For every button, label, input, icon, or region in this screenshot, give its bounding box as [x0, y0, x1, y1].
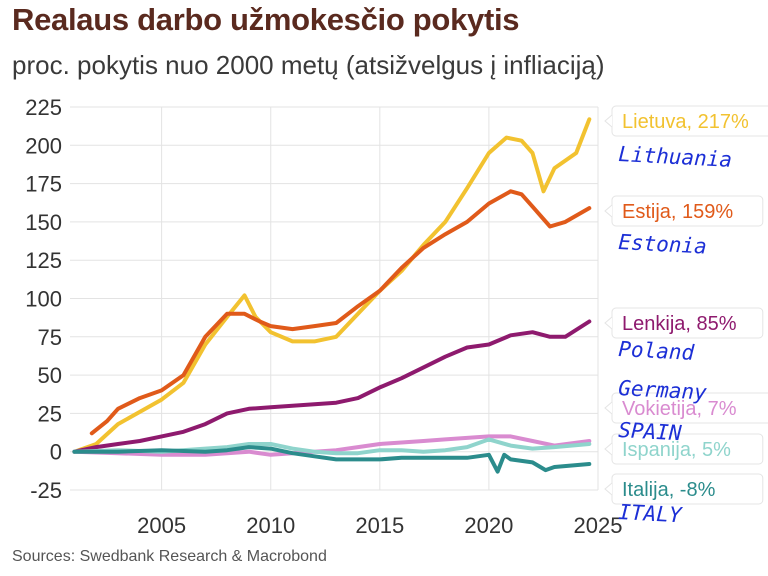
- series-labels: Lietuva, 217% Estija, 159% Lenkija, 85% Vok…: [604, 105, 768, 505]
- y-tick-label: 225: [25, 95, 62, 120]
- series-line-lenkija: [72, 319, 592, 454]
- annotation-estija: Estonia: [618, 230, 708, 259]
- y-tick-label: 25: [38, 401, 62, 426]
- y-tick-label: 175: [25, 172, 62, 197]
- annotation-italija: ITALY: [618, 500, 684, 527]
- y-tick-label: 75: [38, 325, 62, 350]
- x-tick-label: 2010: [246, 513, 295, 538]
- annotation-lenkija: Poland: [618, 337, 695, 365]
- handwritten-annotations: Lithuania Estonia Poland Germany SPAIN ITALY: [618, 142, 733, 527]
- series-line-italija: [72, 445, 592, 474]
- series-label-lenkija: Lenkija, 85%: [622, 313, 737, 335]
- series-line-ispanija: [72, 437, 592, 456]
- x-tick-label: 2020: [464, 513, 513, 538]
- annotation-lietuva: Lithuania: [618, 142, 733, 172]
- grid: [70, 106, 599, 491]
- series-label-pointer: [604, 401, 613, 415]
- y-tick-label: 125: [25, 248, 62, 273]
- series-label-italija: Italija, -8%: [622, 479, 716, 501]
- chart-title: Realaus darbo užmokesčio pokytis: [12, 2, 520, 37]
- y-tick-label: 150: [25, 210, 62, 235]
- series-label-ispanija: Ispanija, 5%: [622, 439, 731, 461]
- series-label-vokietija: Vokietija, 7%: [622, 398, 737, 420]
- x-tick-label: 2025: [574, 513, 623, 538]
- series-line-estija: [89, 189, 592, 436]
- series-label-pointer: [604, 204, 613, 218]
- y-axis-ticks: -25 0 25 50 75 100 125 150 175 200 225: [25, 95, 62, 503]
- series-label-estija: Estija, 159%: [622, 201, 733, 223]
- y-tick-label: 0: [50, 440, 62, 465]
- series-lines: [72, 117, 592, 474]
- y-tick-label: 100: [25, 287, 62, 312]
- series-label-pointer: [604, 442, 613, 456]
- series-label-pointer: [604, 316, 613, 330]
- series-line-lietuva: [72, 117, 592, 454]
- annotation-ispanija: SPAIN: [618, 418, 683, 445]
- source-note: Sources: Swedbank Research & Macrobond: [12, 548, 327, 565]
- annotation-vokietija: Germany: [618, 376, 708, 405]
- x-tick-label: 2015: [355, 513, 404, 538]
- x-tick-label: 2005: [137, 513, 186, 538]
- y-tick-label: 50: [38, 363, 62, 388]
- series-label-pointer: [604, 482, 613, 496]
- y-tick-label: -25: [30, 478, 62, 503]
- y-tick-label: 200: [25, 133, 62, 158]
- chart-subtitle: proc. pokytis nuo 2000 metų (atsižvelgus…: [12, 50, 605, 80]
- x-axis-ticks: 2005 2010 2015 2020 2025: [137, 513, 622, 538]
- series-label-pointer: [604, 114, 613, 128]
- series-line-vokietija: [72, 434, 592, 457]
- series-label-lietuva: Lietuva, 217%: [622, 111, 749, 133]
